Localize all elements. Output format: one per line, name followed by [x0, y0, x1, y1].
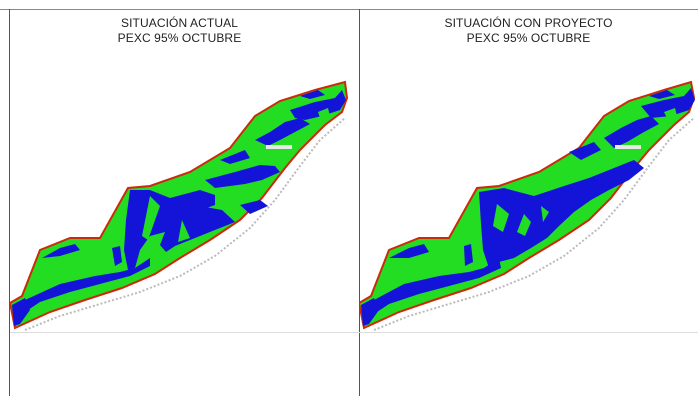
river-map-actual [8, 80, 349, 331]
panel-title-line2: PEXC 95% OCTUBRE [466, 31, 591, 45]
panel-situacion-actual: SITUACIÓN ACTUAL PEXC 95% OCTUBRE [8, 16, 349, 331]
panel-title-line1: SITUACIÓN CON PROYECTO [444, 16, 613, 30]
panel-title-line1: SITUACIÓN ACTUAL [121, 16, 238, 30]
river-map-proyecto [359, 80, 696, 331]
blue-zones [361, 88, 695, 326]
label-marker [615, 145, 641, 149]
bottom-labels [373, 117, 695, 331]
panel-title-line2: PEXC 95% OCTUBRE [117, 31, 242, 45]
blue-zones [12, 90, 346, 326]
panel-situacion-con-proyecto: SITUACIÓN CON PROYECTO PEXC 95% OCTUBRE [359, 0, 698, 396]
label-marker [266, 145, 292, 149]
bottom-labels [24, 117, 346, 331]
